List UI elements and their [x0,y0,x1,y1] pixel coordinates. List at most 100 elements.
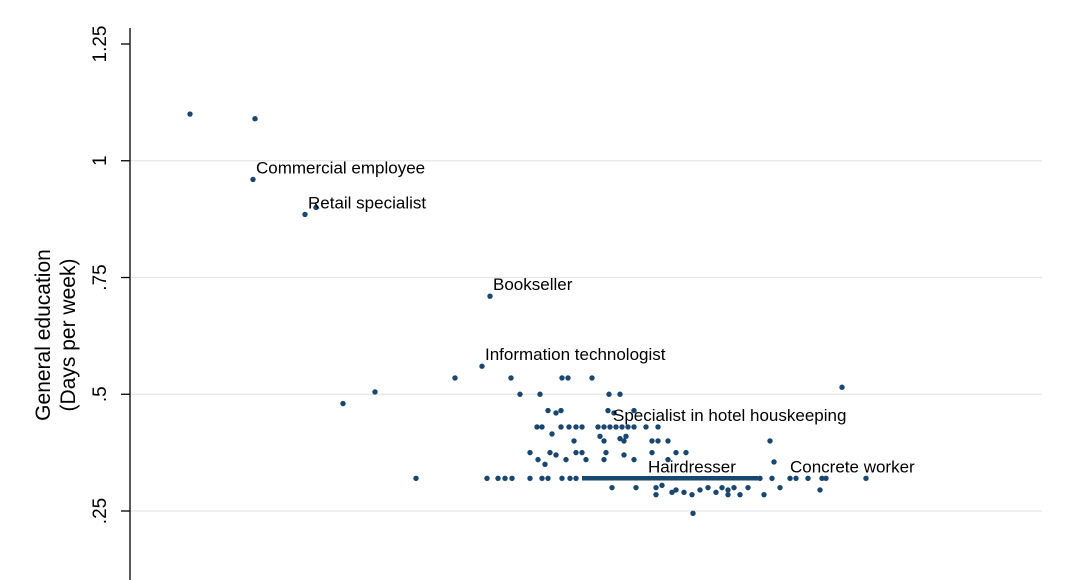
point-label-6: Concrete worker [790,457,915,476]
data-point-1 [252,116,258,122]
point-label-3: Information technologist [485,345,666,364]
data-point-69 [771,459,777,465]
data-point-59 [649,449,655,456]
data-point-22 [558,407,564,414]
data-point-20 [545,407,551,414]
data-point-70 [484,475,490,482]
point-label-2: Bookseller [493,275,573,294]
data-point-43 [617,435,623,442]
data-point-6 [479,363,485,369]
y-axis-title-line-2: (Days per week) [57,259,80,412]
data-point-78 [567,475,573,482]
data-point-53 [547,449,553,456]
data-point-13 [559,375,565,381]
data-point-81 [769,475,775,482]
data-point-80 [757,475,763,482]
data-point-91 [659,482,665,489]
point-label-5: Hairdresser [648,457,736,476]
data-point-86 [823,475,829,482]
data-point-36 [619,424,625,430]
data-point-61 [683,449,689,456]
data-point-23 [605,407,611,414]
data-point-90 [653,484,659,491]
data-point-0 [187,111,193,117]
data-point-28 [558,424,564,430]
data-point-63 [542,461,548,467]
data-point-4 [313,204,319,211]
data-point-79 [573,475,579,482]
data-point-68 [665,456,671,463]
data-point-33 [601,424,607,430]
data-point-89 [633,484,639,491]
data-point-104 [777,484,783,491]
data-point-45 [571,438,577,444]
data-point-83 [793,475,799,482]
y-tick-label-4: 1.25 [90,26,111,63]
data-point-29 [566,424,572,430]
data-point-76 [545,475,551,482]
data-point-94 [689,491,695,498]
data-point-44 [623,433,629,439]
data-point-55 [573,449,579,456]
data-point-103 [761,491,767,498]
data-point-100 [731,484,737,491]
data-point-21 [553,410,559,416]
data-point-102 [745,484,751,491]
data-point-73 [509,475,515,482]
data-point-2 [250,176,256,183]
point-label-0: Commercial employee [256,158,425,177]
y-tick-label-1: .5 [90,386,111,402]
data-point-11 [413,475,419,482]
data-point-75 [539,475,545,482]
data-point-25 [631,407,637,414]
data-point-17 [537,391,543,397]
data-point-12 [508,375,514,381]
y-tick-label-0: .25 [90,498,111,524]
data-points [187,111,869,517]
data-point-46 [601,438,607,444]
grid-layer [131,160,1042,512]
data-point-58 [621,452,627,458]
data-point-8 [340,400,346,407]
y-tick-label-2: .75 [90,264,111,290]
data-point-105 [817,487,823,493]
data-point-92 [673,487,679,493]
data-point-26 [534,424,540,430]
data-point-60 [673,449,679,456]
data-point-27 [539,424,545,430]
data-point-9 [372,389,378,395]
data-point-57 [603,449,609,456]
data-point-51 [767,438,773,444]
data-point-107 [669,489,675,496]
data-point-32 [595,424,601,430]
data-point-82 [787,475,793,482]
data-point-87 [863,475,869,482]
data-point-30 [573,424,579,430]
data-point-72 [502,475,508,482]
data-point-10 [839,384,845,390]
data-point-18 [606,391,612,397]
data-point-99 [725,487,731,493]
data-point-42 [597,433,603,439]
data-point-77 [559,475,565,482]
y-tick-label-3: 1 [90,155,111,166]
data-point-14 [565,375,571,381]
data-point-38 [631,424,637,430]
data-point-48 [649,438,655,444]
data-point-95 [697,487,703,493]
data-point-97 [713,489,719,496]
data-point-106 [653,491,659,498]
data-point-98 [719,484,725,491]
data-point-52 [527,449,533,456]
point-label-4: Specialist in hotel houskeeping [613,406,846,425]
data-point-5 [487,293,493,299]
data-point-108 [725,491,731,498]
data-point-49 [655,438,661,444]
data-point-67 [631,456,637,463]
data-point-7 [452,375,458,381]
data-point-41 [549,431,555,437]
data-point-64 [563,456,569,463]
data-point-35 [613,424,619,430]
data-point-31 [579,424,585,430]
